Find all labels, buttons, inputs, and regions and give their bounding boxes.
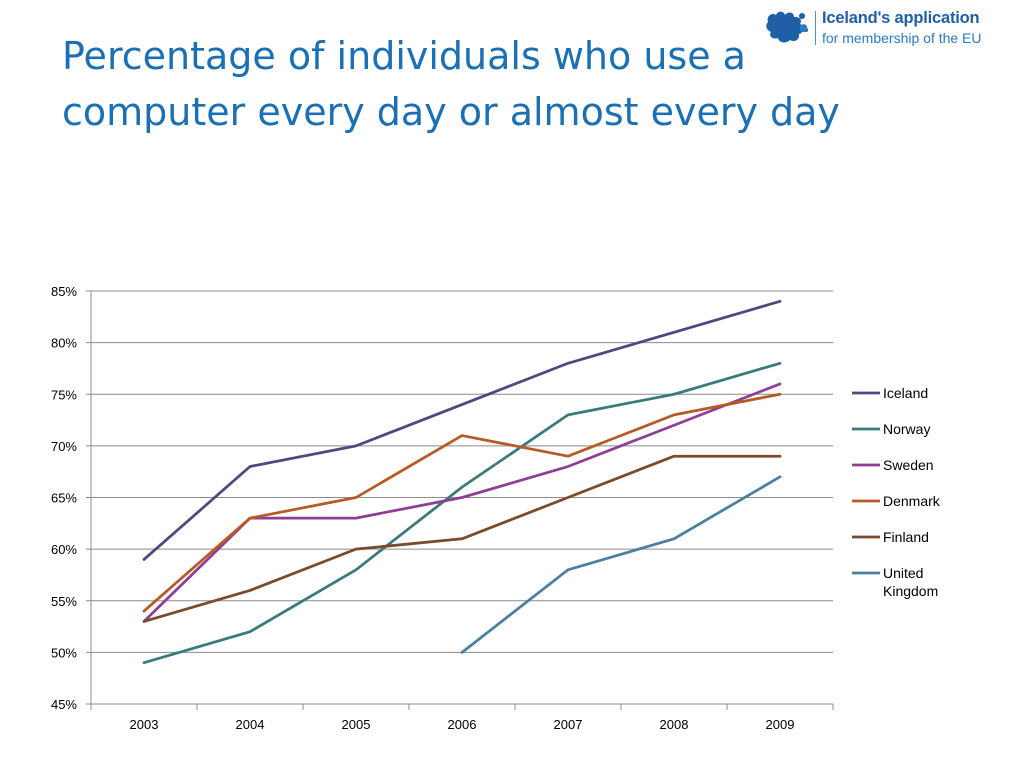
legend-label-norway: Norway [883,421,930,437]
y-tick-label: 50% [51,645,77,660]
legend-label-denmark: Denmark [883,493,941,509]
legend-label-finland: Finland [883,529,929,545]
eu-application-logo: Iceland's application for membership of … [762,8,1012,50]
y-tick-label: 80% [51,336,77,351]
series-line-finland [142,454,782,623]
logo-divider [815,11,816,45]
x-tick-label: 2007 [554,717,583,732]
x-tick-label: 2006 [448,717,477,732]
slide-title-line1: Percentage of individuals who use a [62,34,746,78]
y-tick-label: 85% [51,284,77,299]
y-tick-label: 45% [51,697,77,712]
iceland-map-icon [766,11,808,43]
series-line-norway [142,361,782,665]
legend-label-sweden: Sweden [883,457,934,473]
legend-label-united-kingdom: United Kingdom [883,565,938,599]
logo-subtitle: for membership of the EU [822,30,982,46]
series-line-sweden [142,382,782,623]
slide-title-line2: computer every day or almost every day [62,90,840,134]
x-tick-label: 2003 [130,717,159,732]
slide-title: Percentage of individuals who use a comp… [62,28,922,140]
y-tick-label: 55% [51,594,77,609]
y-tick-label: 65% [51,491,77,506]
x-tick-label: 2009 [766,717,795,732]
y-tick-label: 60% [51,542,77,557]
series-line-united-kingdom [460,475,782,654]
x-tick-label: 2005 [342,717,371,732]
series-line-denmark [142,392,782,613]
x-tick-label: 2004 [236,717,265,732]
y-tick-label: 70% [51,439,77,454]
series-line-iceland [142,299,782,561]
logo-title: Iceland's application [822,9,980,27]
y-tick-label: 75% [51,387,77,402]
x-tick-label: 2008 [660,717,689,732]
legend-label-iceland: Iceland [883,385,928,401]
